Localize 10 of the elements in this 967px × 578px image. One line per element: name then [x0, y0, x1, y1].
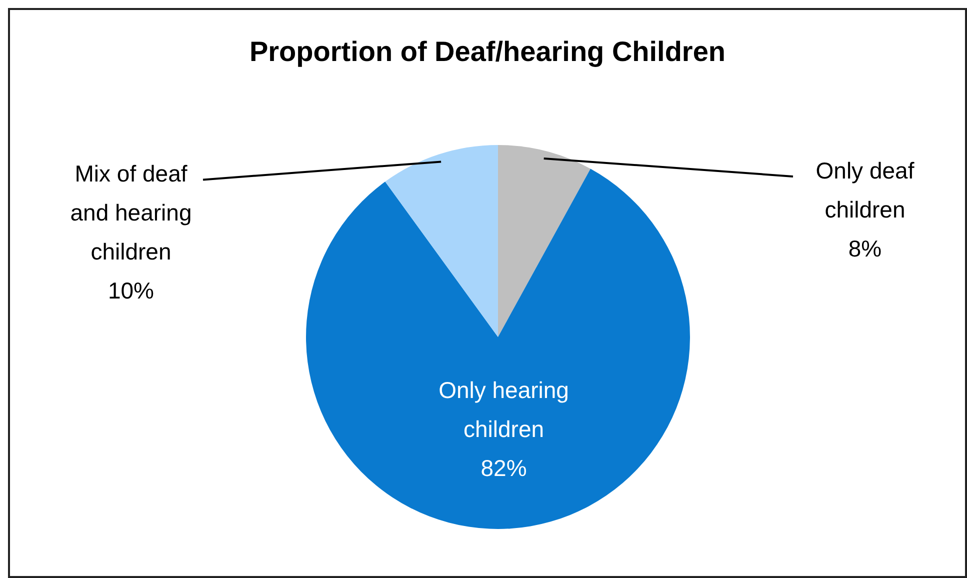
slice-label: Only deaf children	[816, 157, 915, 222]
data-label: 10%	[108, 278, 154, 304]
slice-label: Mix of deaf and hearing children	[70, 160, 192, 265]
chart-title: Proportion of Deaf/hearing Children	[248, 36, 726, 68]
slice-label: Only hearing children	[438, 376, 569, 442]
data-label: 8%	[848, 235, 882, 262]
pie-slice	[306, 168, 690, 529]
pie-slice	[498, 145, 590, 337]
data-label: 82%	[480, 454, 527, 481]
pie-slice	[385, 145, 498, 337]
